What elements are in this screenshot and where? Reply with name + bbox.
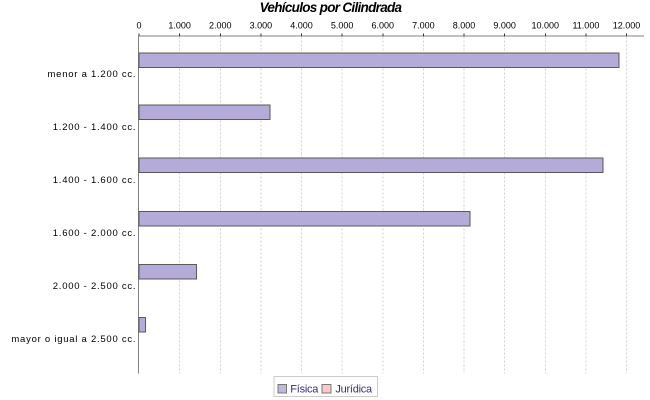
- svg-text:1.600 - 2.000 cc.: 1.600 - 2.000 cc.: [53, 228, 137, 239]
- svg-text:4.000: 4.000: [290, 21, 313, 31]
- svg-text:2.000: 2.000: [209, 21, 232, 31]
- svg-text:2.000 - 2.500 cc.: 2.000 - 2.500 cc.: [53, 281, 137, 292]
- svg-text:Jurídica: Jurídica: [335, 384, 373, 396]
- svg-text:12.000: 12.000: [613, 21, 641, 31]
- svg-text:mayor o igual a 2.500 cc.: mayor o igual a 2.500 cc.: [11, 334, 136, 345]
- svg-text:0: 0: [136, 21, 141, 31]
- svg-text:9.000: 9.000: [493, 21, 516, 31]
- svg-text:1.400 - 1.600 cc.: 1.400 - 1.600 cc.: [53, 175, 137, 186]
- svg-text:10.000: 10.000: [532, 21, 560, 31]
- svg-text:Vehículos por Cilindrada: Vehículos por Cilindrada: [260, 0, 403, 15]
- svg-text:Física: Física: [290, 384, 319, 396]
- svg-text:8.000: 8.000: [453, 21, 476, 31]
- svg-text:menor a 1.200 cc.: menor a 1.200 cc.: [48, 69, 137, 80]
- svg-text:1.200 - 1.400 cc.: 1.200 - 1.400 cc.: [53, 122, 137, 133]
- svg-text:6.000: 6.000: [372, 21, 395, 31]
- svg-text:11.000: 11.000: [572, 21, 599, 31]
- svg-text:7.000: 7.000: [412, 21, 435, 31]
- svg-text:5.000: 5.000: [331, 21, 354, 31]
- svg-text:3.000: 3.000: [250, 21, 273, 31]
- svg-text:1.000: 1.000: [168, 21, 191, 31]
